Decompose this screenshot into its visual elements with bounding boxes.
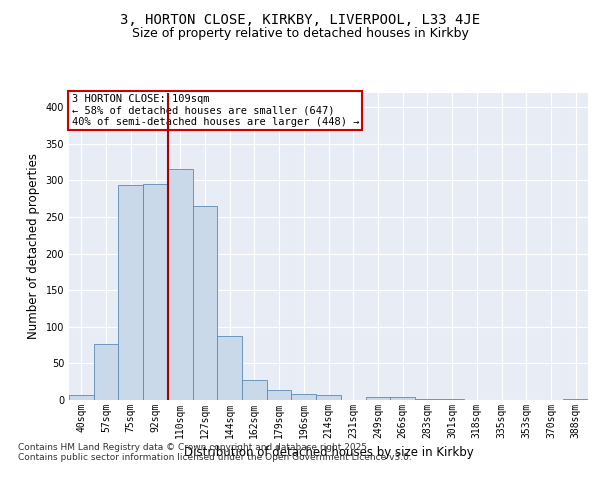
- Bar: [193, 206, 217, 400]
- Bar: [94, 344, 118, 400]
- Text: 3, HORTON CLOSE, KIRKBY, LIVERPOOL, L33 4JE: 3, HORTON CLOSE, KIRKBY, LIVERPOOL, L33 …: [120, 12, 480, 26]
- Bar: [242, 380, 267, 400]
- Bar: [292, 394, 316, 400]
- Bar: [118, 186, 143, 400]
- Bar: [69, 395, 94, 400]
- Bar: [440, 398, 464, 400]
- Bar: [365, 397, 390, 400]
- Bar: [217, 336, 242, 400]
- Bar: [143, 184, 168, 400]
- Y-axis label: Number of detached properties: Number of detached properties: [27, 153, 40, 339]
- Bar: [316, 395, 341, 400]
- Text: Size of property relative to detached houses in Kirkby: Size of property relative to detached ho…: [131, 28, 469, 40]
- Bar: [390, 397, 415, 400]
- X-axis label: Distribution of detached houses by size in Kirkby: Distribution of detached houses by size …: [184, 446, 473, 460]
- Bar: [168, 170, 193, 400]
- Bar: [267, 390, 292, 400]
- Bar: [563, 398, 588, 400]
- Text: 3 HORTON CLOSE: 109sqm
← 58% of detached houses are smaller (647)
40% of semi-de: 3 HORTON CLOSE: 109sqm ← 58% of detached…: [71, 94, 359, 127]
- Text: Contains HM Land Registry data © Crown copyright and database right 2025.
Contai: Contains HM Land Registry data © Crown c…: [18, 442, 412, 462]
